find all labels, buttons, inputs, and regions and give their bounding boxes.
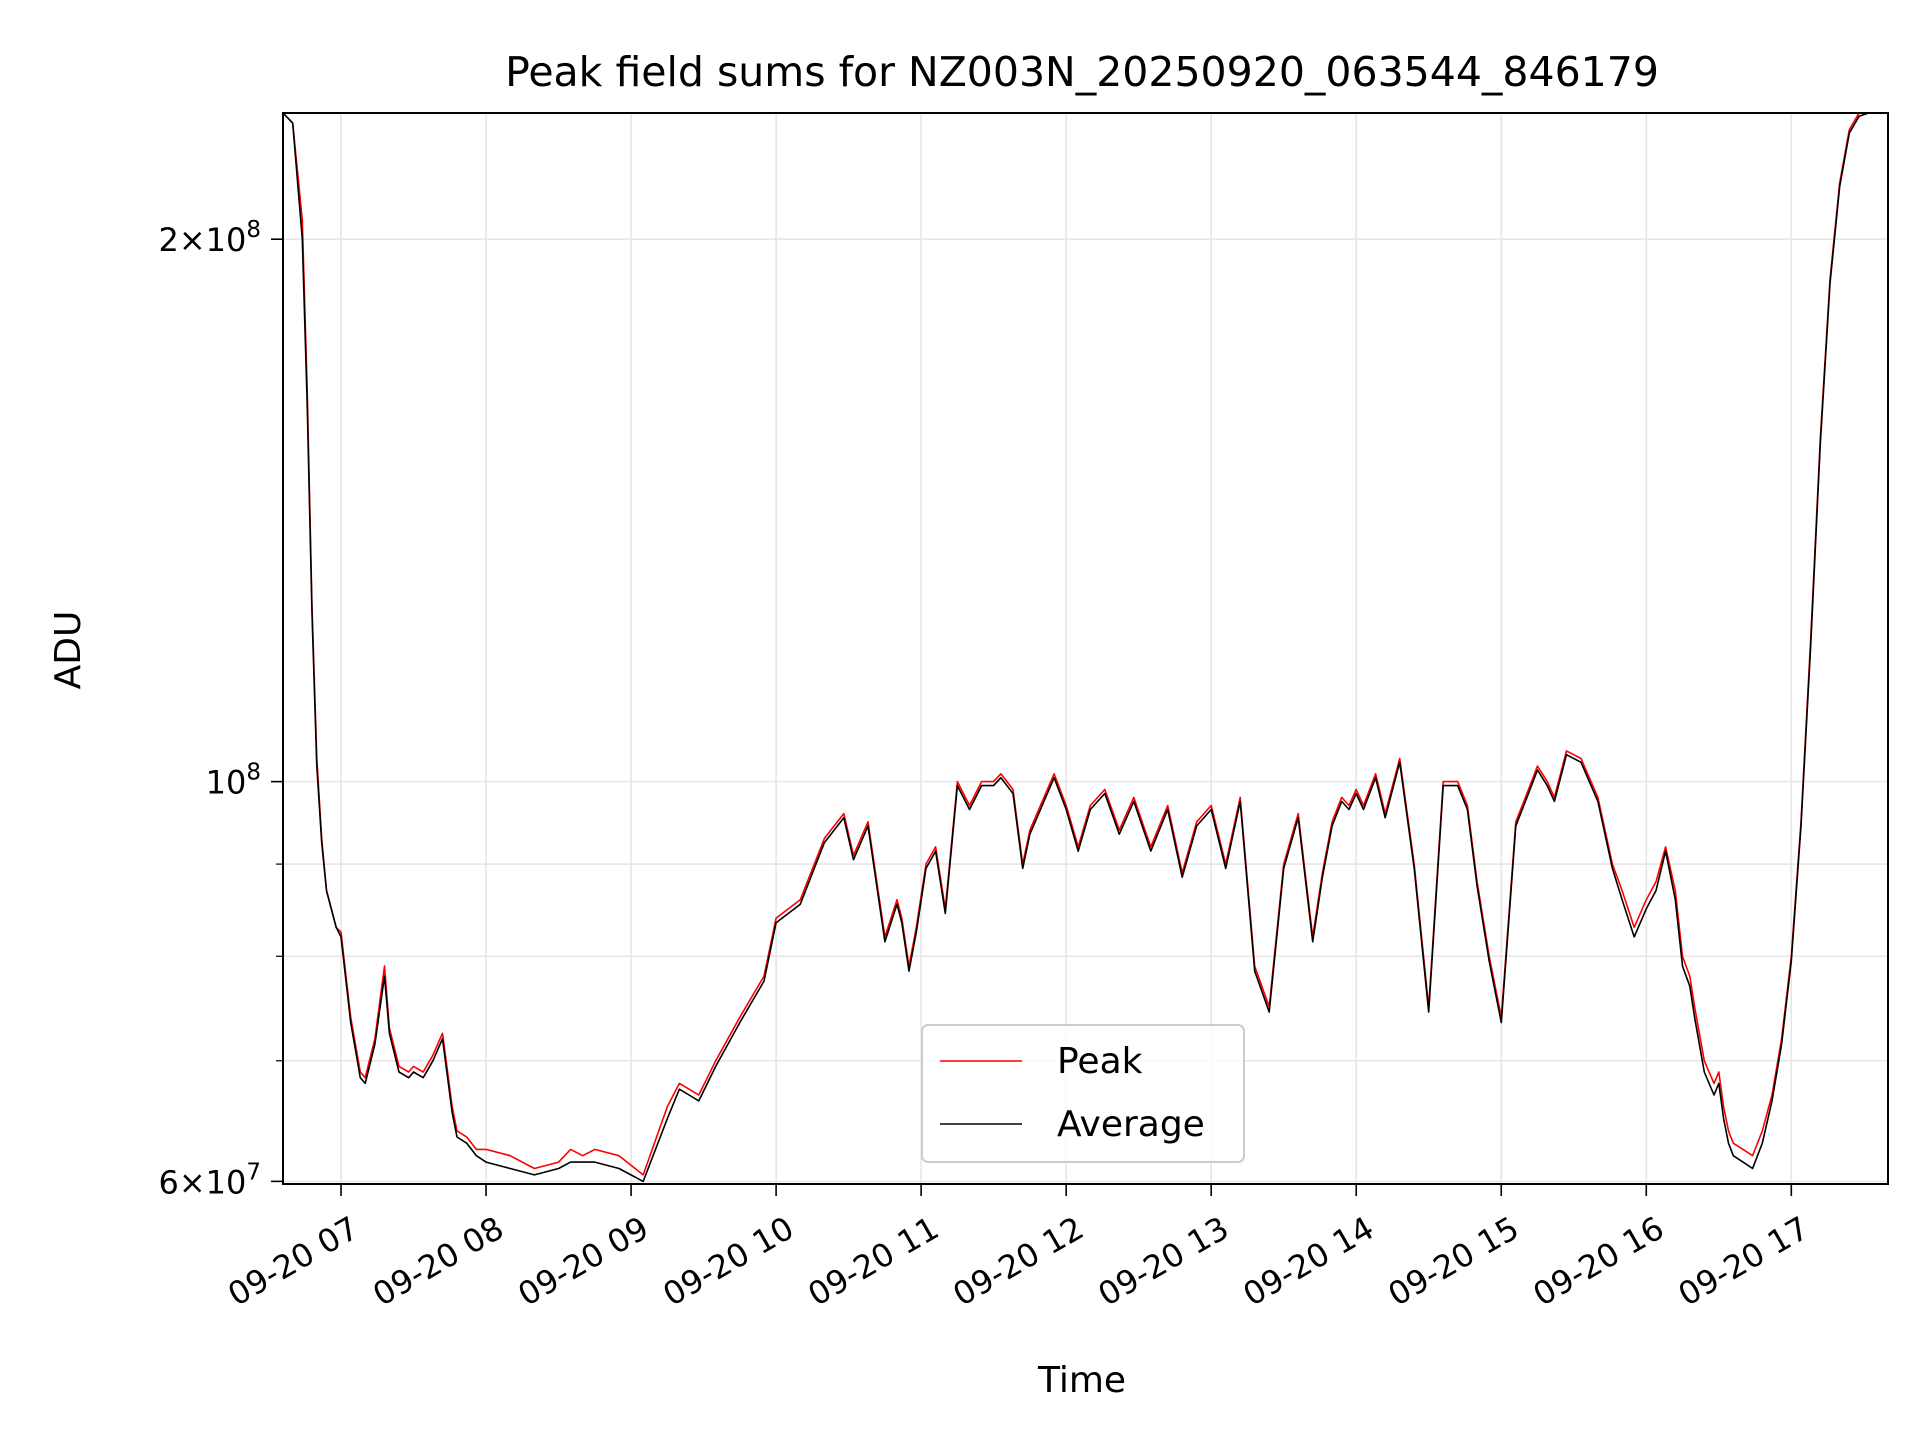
y-tick-label: 2×108 — [158, 217, 261, 259]
x-axis-label: Time — [1037, 1360, 1126, 1401]
series-line-peak — [282, 112, 1888, 1176]
legend-label-peak: Peak — [1057, 1041, 1143, 1082]
legend-box — [921, 1024, 1245, 1163]
plot-frame — [282, 112, 1889, 1185]
legend-label-average: Average — [1057, 1104, 1205, 1145]
y-axis-label: ADU — [48, 611, 89, 690]
legend: Peak Average — [921, 1024, 1245, 1163]
y-tick-label: 108 — [206, 760, 261, 802]
y-tick-label: 6×107 — [158, 1159, 261, 1201]
series-lines — [282, 112, 1888, 1183]
chart-title: Peak field sums for NZ003N_20250920_0635… — [505, 48, 1659, 96]
series-line-average — [282, 112, 1888, 1183]
